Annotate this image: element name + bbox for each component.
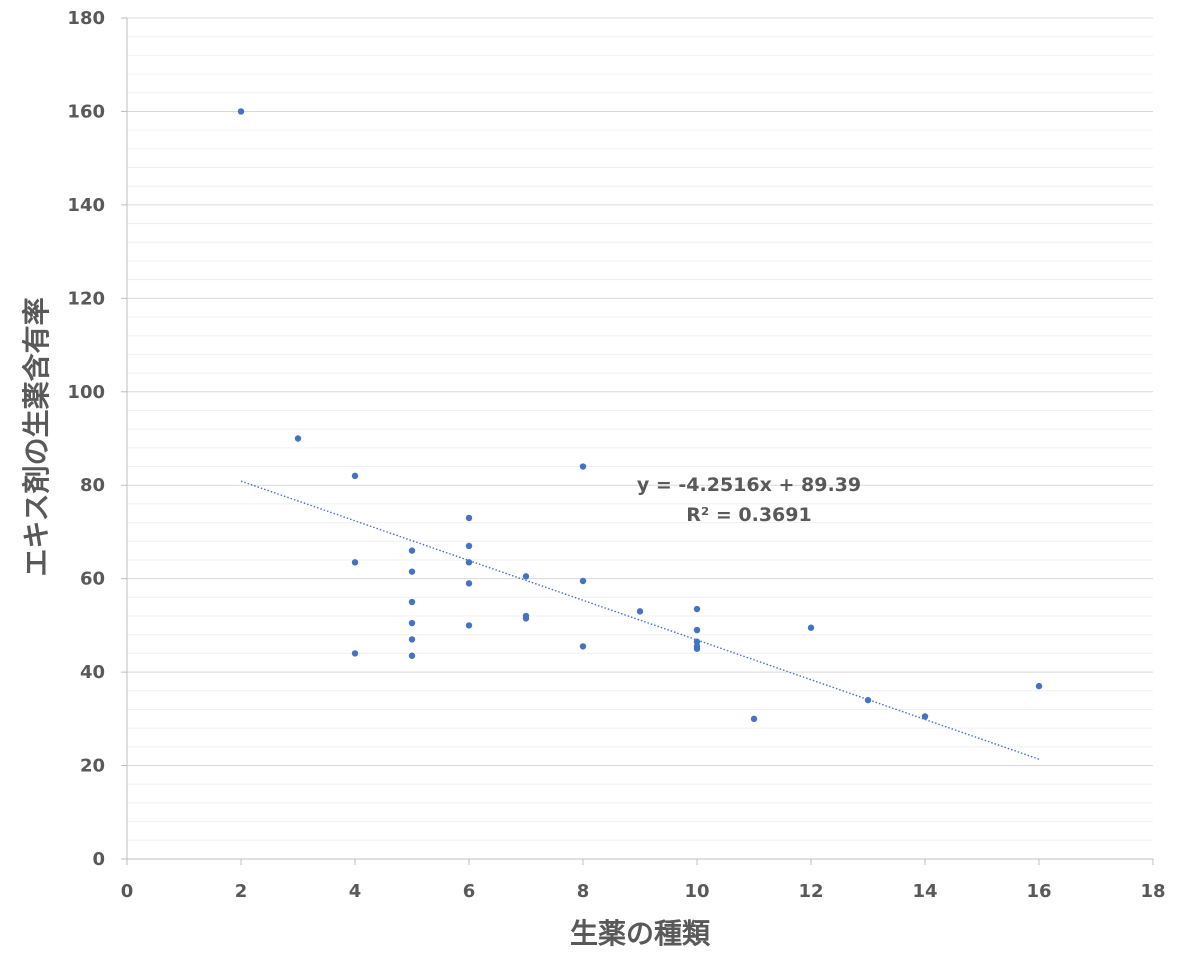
- data-point: [750, 715, 758, 723]
- data-point: [408, 636, 416, 643]
- y-tick-label: 0: [92, 849, 105, 870]
- data-point: [408, 547, 416, 554]
- x-axis-title: 生薬の種類: [570, 917, 711, 950]
- data-points: [237, 108, 1043, 723]
- data-point: [579, 577, 587, 585]
- data-point: [408, 619, 416, 627]
- x-tick-label: 2: [235, 881, 248, 902]
- y-tick-label: 20: [80, 756, 105, 777]
- data-point: [807, 624, 815, 631]
- major-gridlines: [127, 17, 1153, 767]
- data-point: [465, 514, 473, 522]
- y-axis-title: エキス剤の生薬含有率: [20, 297, 53, 576]
- data-point: [579, 463, 587, 470]
- x-tick-label: 6: [463, 881, 476, 902]
- data-point: [351, 559, 359, 566]
- data-point: [693, 626, 701, 634]
- data-point: [693, 645, 701, 652]
- x-tick-label: 18: [1140, 881, 1165, 902]
- y-tick-label: 60: [80, 569, 105, 590]
- y-tick-label: 100: [67, 382, 105, 403]
- data-point: [522, 615, 530, 622]
- data-point: [579, 643, 587, 650]
- data-point: [1035, 682, 1043, 690]
- y-tick-label: 40: [80, 662, 105, 683]
- x-tick-label: 4: [349, 881, 362, 902]
- trendline-r-squared-label: R² = 0.3691: [686, 504, 811, 526]
- data-point: [636, 608, 644, 615]
- data-point: [465, 559, 473, 566]
- y-tick-label: 120: [67, 288, 105, 309]
- data-point: [294, 435, 302, 442]
- x-tick-label: 0: [121, 881, 134, 902]
- x-tick-label: 14: [912, 881, 937, 902]
- data-point: [864, 696, 872, 704]
- data-point: [693, 605, 701, 613]
- data-point: [408, 652, 416, 659]
- data-point: [408, 568, 416, 575]
- x-tick-label: 16: [1026, 881, 1051, 902]
- data-point: [522, 573, 530, 580]
- data-point: [693, 638, 701, 645]
- minor-gridlines: [127, 36, 1153, 841]
- x-tick-label: 8: [577, 881, 590, 902]
- x-tick-label: 10: [684, 881, 709, 902]
- y-tick-label: 140: [67, 195, 105, 216]
- data-point: [465, 542, 473, 550]
- trendline: [240, 480, 1040, 760]
- data-point: [351, 472, 359, 480]
- trendline-group: [240, 480, 1040, 760]
- data-point: [465, 580, 473, 587]
- data-point: [921, 713, 929, 720]
- x-tick-label: 12: [798, 881, 823, 902]
- data-point: [465, 622, 473, 629]
- data-point: [351, 650, 359, 657]
- trendline-equation-label: y = -4.2516x + 89.39: [637, 474, 861, 496]
- data-point: [408, 598, 416, 606]
- axes: [121, 17, 1154, 865]
- data-point: [237, 108, 245, 115]
- y-tick-label: 160: [67, 101, 105, 122]
- y-tick-label: 180: [67, 8, 105, 29]
- y-tick-label: 80: [80, 475, 105, 496]
- tick-labels: 0 20 40 60 80 100 120 140 160 180 0 2 4 6 8 10 12 14 16 18: [67, 8, 1165, 902]
